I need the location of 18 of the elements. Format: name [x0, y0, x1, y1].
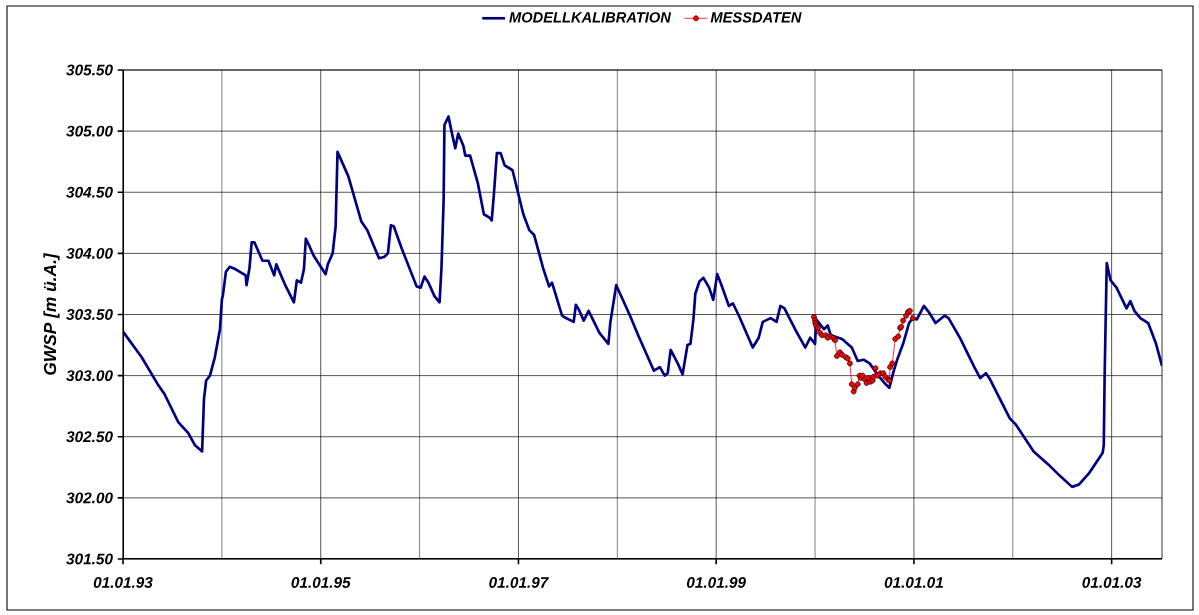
y-tick-label: 302.50 [66, 431, 113, 443]
y-tick-label: 304.00 [66, 247, 113, 259]
y-tick-label: 301.50 [66, 553, 113, 565]
x-tick-label: 01.01.01 [884, 577, 943, 588]
x-tick-label: 01.01.93 [93, 577, 153, 588]
x-tick-label: 01.01.97 [489, 577, 549, 588]
y-tick-label: 305.50 [66, 64, 113, 76]
y-tick-label: 302.00 [66, 492, 113, 504]
y-axis-title: GWSP [m ü.A.] [43, 252, 60, 375]
y-tick-label: 303.00 [66, 370, 113, 382]
y-tick-label: 304.50 [66, 186, 113, 198]
x-tick-label: 01.01.03 [1082, 577, 1142, 588]
x-tick-label: 01.01.95 [291, 577, 351, 588]
y-tick-label: 305.00 [66, 125, 113, 137]
legend-label: MESSDATEN [710, 12, 802, 23]
x-tick-label: 01.01.99 [686, 577, 746, 588]
legend-label: MODELLKALIBRATION [509, 12, 672, 23]
y-tick-label: 303.50 [66, 309, 113, 320]
